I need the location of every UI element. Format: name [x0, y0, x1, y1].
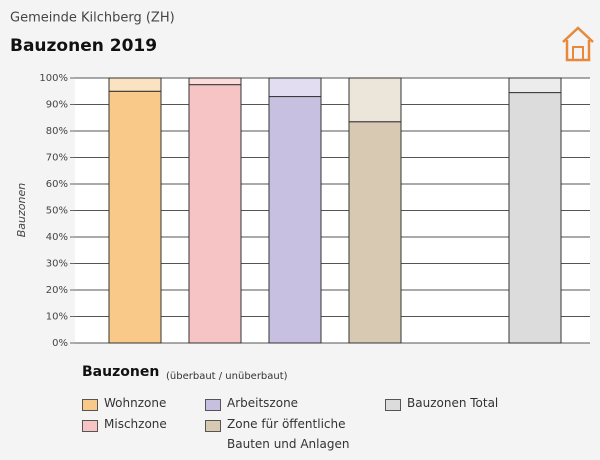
legend-item: Bauzonen Total	[385, 396, 537, 413]
bar-segment	[108, 90, 162, 344]
y-tick-label: 90%	[46, 100, 68, 111]
y-tick-label: 100%	[39, 73, 68, 84]
bar-segment	[348, 77, 402, 123]
y-tick-label: 40%	[46, 232, 68, 243]
legend-item: Wohnzone	[82, 396, 234, 413]
bar-segment	[348, 121, 402, 344]
legend-item: Zone für öffentliche Bauten und Anlagen	[205, 417, 352, 454]
legend-label: Arbeitszone	[227, 396, 299, 410]
legend-title: Bauzonen	[82, 364, 159, 380]
legend-swatch	[385, 399, 401, 411]
legend-swatch	[205, 399, 221, 411]
house-icon	[562, 26, 594, 62]
legend-label: Zone für öffentliche Bauten und Anlagen	[227, 417, 350, 451]
legend-swatch	[82, 420, 98, 432]
y-tick-label: 10%	[46, 312, 68, 323]
y-tick-label: 50%	[46, 206, 68, 217]
bar-segment	[508, 77, 562, 94]
y-tick-label: 30%	[46, 259, 68, 270]
y-tick-label: 60%	[46, 179, 68, 190]
y-tick-label: 80%	[46, 126, 68, 137]
y-axis-label: Bauzonen	[15, 183, 28, 238]
y-tick-label: 0%	[52, 338, 68, 349]
legend-label: Bauzonen Total	[407, 396, 499, 410]
chart-supertitle: Gemeinde Kilchberg (ZH)	[10, 11, 175, 26]
bar-segment	[268, 77, 322, 98]
legend-label: Wohnzone	[104, 396, 167, 410]
bar-segment	[188, 84, 242, 344]
legend-item: Arbeitszone	[205, 396, 352, 413]
legend-swatch	[205, 420, 221, 432]
y-tick-label: 70%	[46, 153, 68, 164]
legend-subtitle: (überbaut / unüberbaut)	[166, 371, 288, 382]
chart-title: Bauzonen 2019	[10, 36, 157, 56]
legend-item: Mischzone	[82, 417, 234, 434]
legend-label: Mischzone	[104, 417, 167, 431]
y-tick-label: 20%	[46, 285, 68, 296]
bar-segment	[188, 77, 242, 86]
bar-segment	[108, 77, 162, 92]
bar-segment	[268, 96, 322, 344]
legend-swatch	[82, 399, 98, 411]
bar-segment	[508, 92, 562, 344]
